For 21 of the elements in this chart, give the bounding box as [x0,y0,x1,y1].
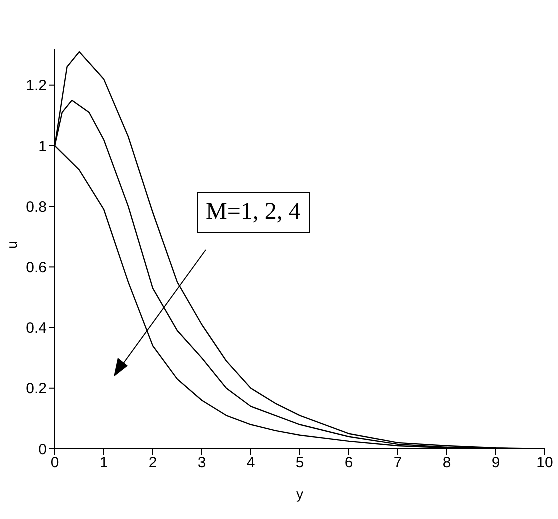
y-axis-title: u [4,241,20,249]
y-tick-label: 0.4 [26,320,47,338]
x-tick-label: 6 [344,454,354,472]
y-tick-label: 0.8 [26,198,47,216]
x-tick-label: 4 [246,454,256,472]
x-tick-label: 5 [296,454,304,472]
x-tick-label: 1 [100,454,108,472]
y-tick-label: 0.2 [26,380,47,398]
x-tick-label: 10 [536,454,554,472]
y-tick-label: 0 [38,441,47,458]
annotation: M=1, 2, 4 [197,192,310,233]
x-tick-label: 7 [394,454,402,472]
x-tick-label: 8 [442,454,452,472]
x-tick-label: 0 [50,454,60,472]
y-tick-label: 1 [38,138,47,156]
y-tick-label: 0.6 [26,260,47,277]
x-axis-title: y [296,486,304,502]
x-tick-label: 3 [198,454,206,472]
x-tick-label: 9 [492,454,500,472]
x-tick-label: 2 [148,454,158,472]
y-tick-label: 1.2 [26,78,47,95]
